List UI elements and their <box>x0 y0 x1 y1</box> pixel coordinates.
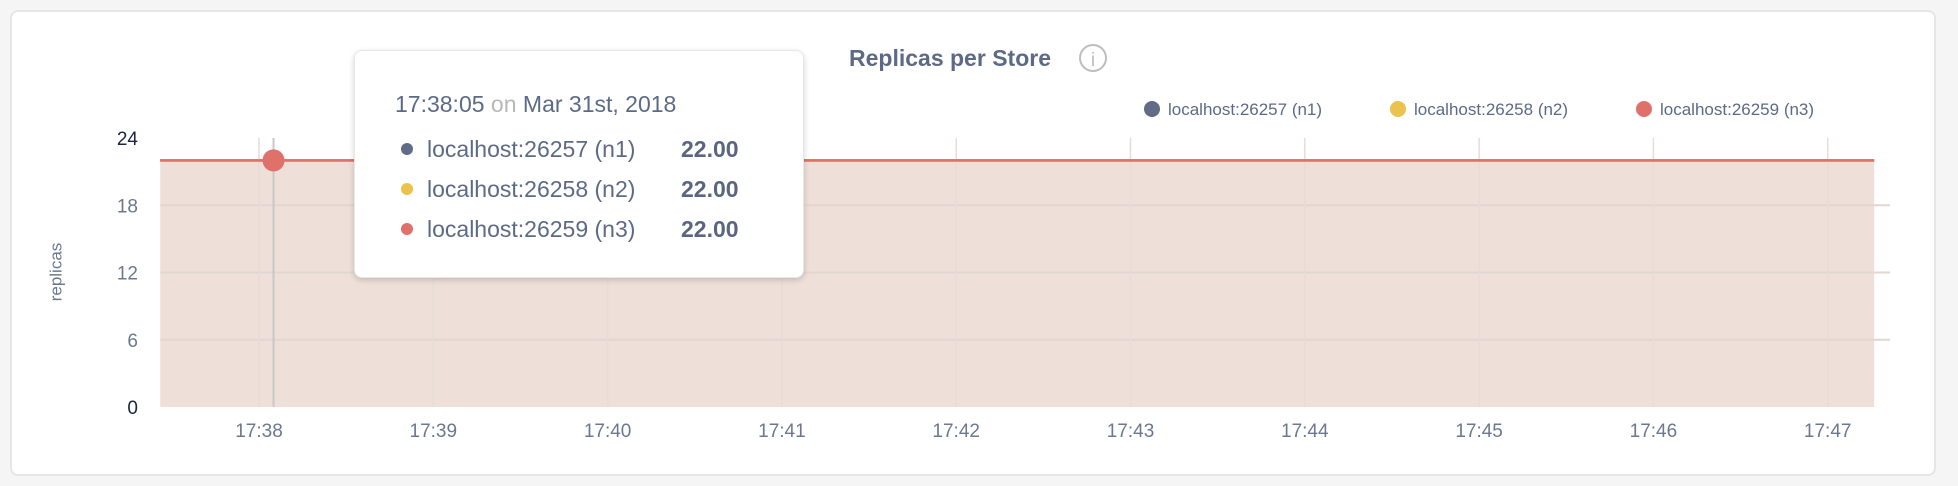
x-tick-label: 17:46 <box>1630 421 1678 442</box>
tooltip-row-value: 22.00 <box>681 216 739 242</box>
tooltip-row-value: 22.00 <box>681 176 739 202</box>
tooltip-date: Mar 31st, 2018 <box>522 91 677 117</box>
y-axis-label: replicas <box>46 243 65 302</box>
x-tick-label: 17:45 <box>1455 421 1503 442</box>
chart-title: Replicas per Store <box>849 45 1051 71</box>
legend-item[interactable]: localhost:26258 (n2) <box>1414 100 1568 119</box>
x-tick-label: 17:43 <box>1107 421 1155 442</box>
x-tick-label: 17:44 <box>1281 421 1329 442</box>
y-tick-label: 18 <box>117 196 138 217</box>
x-tick-label: 17:42 <box>932 421 980 442</box>
x-tick-label: 17:39 <box>410 421 458 442</box>
hover-tooltip: 17:38:05 on Mar 31st, 2018 localhost:262… <box>354 50 804 278</box>
tooltip-row-label: localhost:26259 (n3) <box>427 216 636 242</box>
info-circle-icon[interactable] <box>1079 44 1107 72</box>
x-tick-label: 17:41 <box>758 421 806 442</box>
info-icon-glyph: i <box>1091 50 1095 71</box>
tooltip-on: on <box>490 91 517 117</box>
legend-dot-icon <box>1144 101 1160 117</box>
x-tick-label: 17:38 <box>235 421 283 442</box>
y-tick-label: 24 <box>117 129 139 150</box>
tooltip-row-label: localhost:26257 (n1) <box>427 136 636 162</box>
x-tick-label: 17:40 <box>584 421 632 442</box>
tooltip-row-value: 22.00 <box>681 136 739 162</box>
x-tick-label: 17:47 <box>1804 421 1852 442</box>
y-tick-label: 12 <box>117 264 138 285</box>
series-dot-icon <box>401 223 413 235</box>
series-dot-icon <box>401 143 413 155</box>
legend-item[interactable]: localhost:26259 (n3) <box>1660 100 1814 119</box>
legend-dot-icon <box>1636 101 1652 117</box>
hover-point <box>262 149 285 172</box>
tooltip-time: 17:38:05 <box>395 91 485 117</box>
legend-dot-icon <box>1390 101 1406 117</box>
y-tick-label: 0 <box>127 398 138 419</box>
series-dot-icon <box>401 183 413 195</box>
tooltip-row-label: localhost:26258 (n2) <box>427 176 636 202</box>
legend-item[interactable]: localhost:26257 (n1) <box>1168 100 1322 119</box>
y-tick-label: 6 <box>127 331 138 352</box>
tooltip-title: 17:38:05 on Mar 31st, 2018 <box>395 91 676 118</box>
